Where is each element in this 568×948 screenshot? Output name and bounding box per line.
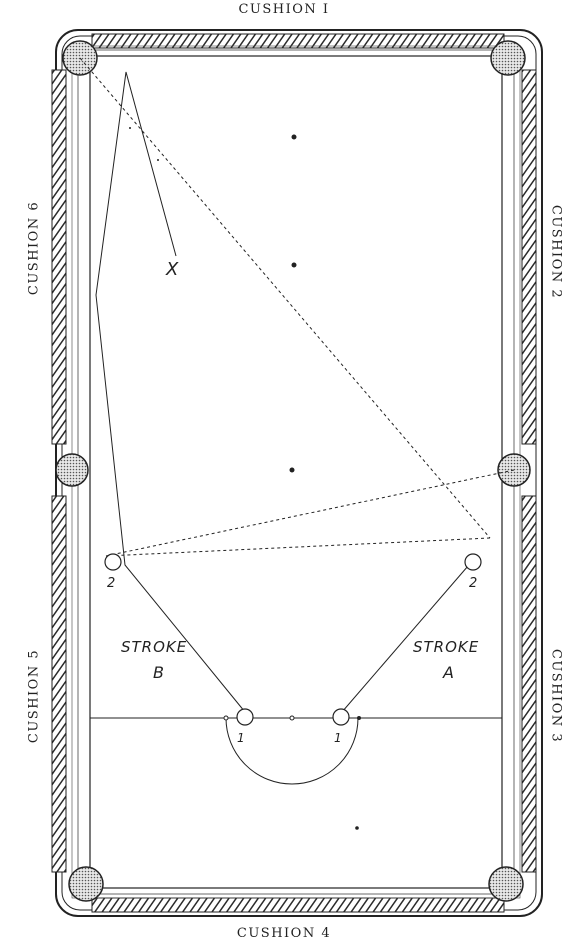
stroke-b-path: [95, 71, 246, 713]
ball-1-left-label: 1: [237, 731, 245, 745]
playing-surface: [89, 55, 503, 889]
pocket-bottom-right: [488, 866, 524, 902]
stroke-b-word: STROKE: [121, 638, 187, 656]
table-rails: [51, 29, 543, 917]
cushion-5-rail: [51, 495, 67, 873]
stroke-a-word: STROKE: [413, 638, 479, 656]
cushion-2-rail: [521, 69, 537, 445]
stroke-paths: [79, 57, 515, 713]
spot-top: [291, 134, 297, 140]
baulk-area: [90, 715, 502, 785]
ball-1-left: [236, 708, 254, 726]
spot-bottom: [355, 826, 359, 830]
pocket-top-right: [490, 40, 526, 76]
table-spots: [129, 127, 359, 830]
ball-1-right: [332, 708, 350, 726]
pocket-bottom-left: [68, 866, 104, 902]
cushion-1-label: CUSHION I: [238, 2, 330, 17]
stroke-a-path: [341, 565, 469, 713]
cushion-6-rail: [51, 69, 67, 445]
dashed-path-cross: [105, 537, 491, 557]
target-mark: X: [165, 259, 179, 280]
cushion-4-rail: [91, 897, 505, 913]
pocket-middle-left: [55, 453, 89, 487]
ball-1-right-label: 1: [334, 731, 342, 745]
baulk-d: [225, 717, 359, 785]
diagram-labels: X 2 2 1 1 STROKE B STROKE A: [107, 259, 479, 745]
spot-centre: [289, 467, 295, 473]
stroke-b-letter: B: [153, 663, 164, 682]
cushion-4-label: CUSHION 4: [236, 926, 332, 941]
pockets: [55, 40, 531, 902]
stroke-a-letter: A: [442, 663, 454, 682]
ball-2-right: [464, 553, 482, 571]
ball-2-left-label: 2: [107, 576, 115, 591]
spot-pyramid: [291, 262, 297, 268]
ball-2-right-label: 2: [469, 576, 477, 591]
cushion-3-rail: [521, 495, 537, 873]
balls: [104, 553, 482, 726]
ball-2-left: [104, 553, 122, 571]
